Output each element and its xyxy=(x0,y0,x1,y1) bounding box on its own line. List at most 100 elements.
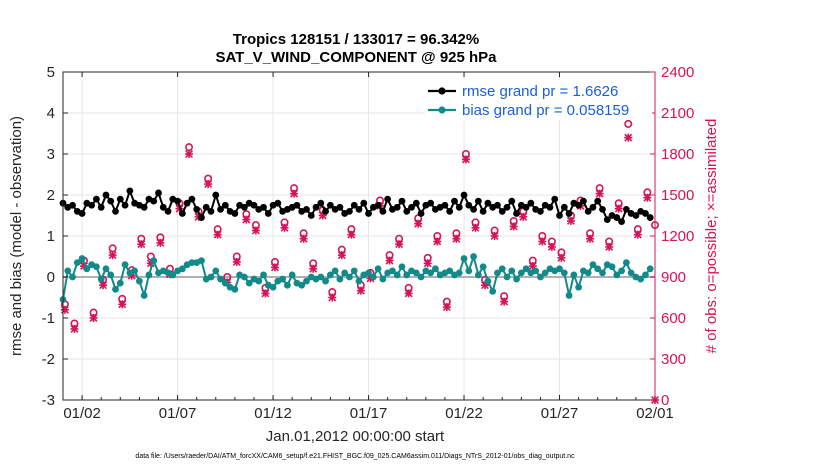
rmse-point xyxy=(350,201,358,209)
obs-assimilated-marker xyxy=(290,189,299,198)
bias-point xyxy=(145,271,153,279)
obs-assimilated-marker xyxy=(156,238,165,247)
rmse-point xyxy=(594,197,602,205)
bias-point xyxy=(116,279,124,287)
y-tick-label: -2 xyxy=(42,351,55,368)
bias-point xyxy=(64,267,72,275)
bias-point xyxy=(298,281,306,289)
rmse-point xyxy=(560,203,568,211)
rmse-point xyxy=(93,195,100,203)
bias-point xyxy=(241,273,248,281)
obs-assimilated-marker xyxy=(471,223,480,232)
obs-assimilated-marker xyxy=(586,234,595,243)
rmse-point xyxy=(336,203,344,211)
obs-assimilated-marker xyxy=(337,251,346,260)
rmse-point xyxy=(155,189,162,197)
obs-assimilated-marker xyxy=(356,286,365,295)
bias-point xyxy=(97,275,105,283)
obs-assimilated-marker xyxy=(519,212,528,221)
y-axis-right: 0 300 600 900 1200 1500 1800 2100 2400 xyxy=(650,64,694,409)
obs-assimilated-marker xyxy=(309,264,318,273)
bias-point xyxy=(93,263,100,271)
bias-point xyxy=(532,267,540,275)
legend-rmse-label: rmse grand pr = 1.6626 xyxy=(462,83,618,100)
obs-assimilated-marker xyxy=(643,193,652,202)
rmse-point xyxy=(293,201,301,209)
rmse-point xyxy=(374,201,382,209)
obs-assimilated-marker xyxy=(261,289,270,298)
rmse-point xyxy=(221,201,229,209)
bias-point xyxy=(73,259,81,267)
y-axis-label: rmse and bias (model - observation) xyxy=(8,116,25,356)
y-tick-label-right: 1500 xyxy=(661,187,694,204)
bias-point xyxy=(565,292,573,299)
obs-assimilated-marker xyxy=(89,314,98,322)
obs-assimilated-marker xyxy=(605,242,614,251)
rmse-point xyxy=(556,212,563,219)
bias-point xyxy=(627,269,635,277)
rmse-point xyxy=(212,191,220,199)
bias-point xyxy=(188,259,196,267)
obs-assimilated-marker xyxy=(433,237,442,246)
y-tick-label-right: 300 xyxy=(661,351,686,368)
obs-assimilated-marker xyxy=(595,189,604,198)
obs-assimilated-marker xyxy=(423,259,432,268)
rmse-point xyxy=(231,210,239,217)
legend-box xyxy=(425,80,652,120)
y-tick-label-right: 1800 xyxy=(661,146,694,163)
rmse-point xyxy=(88,201,96,209)
rmse-point xyxy=(365,210,372,217)
rmse-point xyxy=(126,187,134,195)
rmse-point xyxy=(622,205,630,213)
obs-assimilated-marker xyxy=(624,133,633,142)
y-tick-label: 0 xyxy=(47,269,55,286)
rmse-point xyxy=(178,210,186,217)
bias-point xyxy=(479,263,487,271)
rmse-point xyxy=(522,203,530,211)
rmse-point xyxy=(360,199,368,207)
x-tick-label: 01/22 xyxy=(445,405,483,422)
obs-possible-marker xyxy=(624,119,633,128)
rmse-point xyxy=(646,214,654,221)
bias-point xyxy=(389,267,396,275)
rmse-point xyxy=(140,203,148,211)
rmse-point xyxy=(174,197,181,205)
rmse-point xyxy=(274,199,282,207)
obs-assimilated-marker xyxy=(60,305,69,314)
rmse-point xyxy=(565,210,573,217)
rmse-point xyxy=(78,210,86,217)
y-tick-label-right: 2400 xyxy=(661,64,694,81)
x-tick-label: 01/07 xyxy=(159,405,197,422)
bias-point xyxy=(140,292,148,299)
bias-point xyxy=(637,275,645,283)
rmse-point xyxy=(551,195,559,203)
rmse-point xyxy=(537,208,544,215)
x-axis: 01/02 01/07 01/12 01/17 01/22 01/27 02/01 xyxy=(62,72,674,422)
rmse-point xyxy=(159,203,167,211)
bias-point xyxy=(346,273,353,281)
obs-assimilated-marker xyxy=(99,281,108,290)
bias-point xyxy=(112,285,119,293)
rmse-point xyxy=(546,203,554,211)
bias-point xyxy=(403,271,411,279)
bias-point xyxy=(279,275,287,283)
bias-point xyxy=(618,267,625,275)
obs-assimilated-marker xyxy=(557,253,566,262)
y-tick-label-right: 2100 xyxy=(661,105,694,122)
rmse-point xyxy=(188,195,196,203)
y-tick-label: -3 xyxy=(42,392,55,409)
legend-bias-label: bias grand pr = 0.058159 xyxy=(462,102,629,119)
y-tick-label: 5 xyxy=(47,64,55,81)
bias-point xyxy=(465,267,473,275)
rmse-point xyxy=(446,208,454,215)
y-axis-label-right: # of obs: o=possible; ×=assimilated xyxy=(703,119,720,354)
bias-point xyxy=(341,269,349,277)
bias-point xyxy=(169,271,177,279)
bias-point xyxy=(212,267,220,275)
rmse-point xyxy=(183,199,191,207)
obs-assimilated-marker xyxy=(204,180,213,189)
rmse-point xyxy=(408,203,415,211)
rmse-point xyxy=(393,203,401,211)
rmse-point xyxy=(474,197,482,205)
bias-point xyxy=(207,273,215,281)
